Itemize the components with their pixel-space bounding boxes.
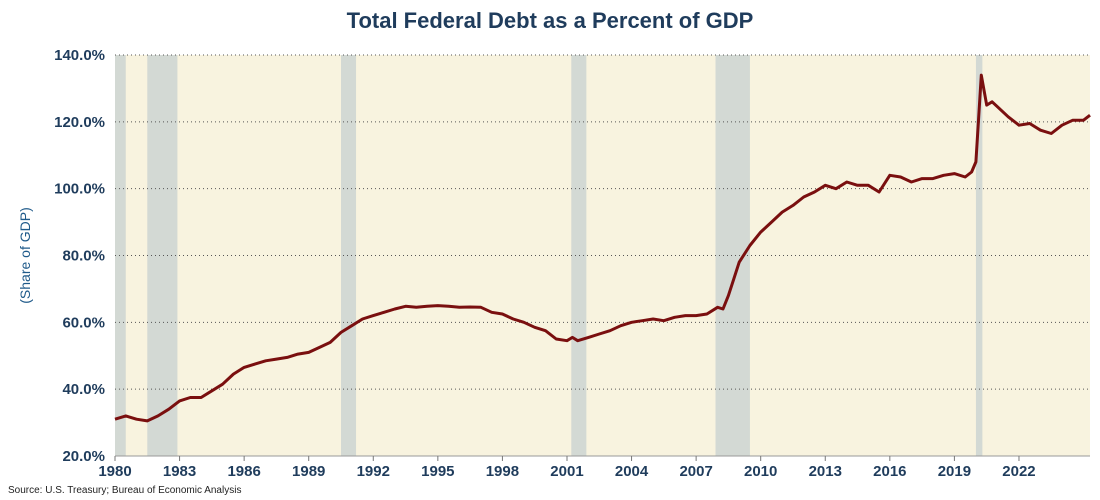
x-tick-label: 1989 — [292, 463, 325, 480]
source-note: Source: U.S. Treasury; Bureau of Economi… — [8, 485, 242, 496]
y-tick-label: 140.0% — [54, 47, 105, 64]
axes: 20.0% 40.0% 60.0% 80.0% 100.0% 120.0% 140.0% 19… — [54, 47, 1090, 480]
x-tick-label: 2022 — [1002, 463, 1035, 480]
x-tick-label: 1992 — [357, 463, 390, 480]
x-tick-label: 2001 — [550, 463, 583, 480]
chart-title: Total Federal Debt as a Percent of GDP — [346, 8, 754, 33]
recession-band-0 — [115, 55, 126, 456]
recession-band-3 — [571, 55, 587, 456]
x-tick-label: 2013 — [809, 463, 842, 480]
series-layer — [114, 73, 1091, 423]
x-tick-label: 1980 — [98, 463, 131, 480]
x-tick-label: 2004 — [615, 463, 649, 480]
x-tick-label: 2019 — [938, 463, 971, 480]
y-tick-label: 100.0% — [54, 181, 105, 198]
x-tick-label: 1983 — [163, 463, 196, 480]
y-tick-label: 80.0% — [62, 248, 105, 265]
x-tick-label: 1995 — [421, 463, 454, 480]
x-tick-label: 1998 — [486, 463, 519, 480]
y-tick-label: 120.0% — [54, 114, 105, 131]
x-tick-label: 2010 — [744, 463, 777, 480]
x-tick-label: 2016 — [873, 463, 906, 480]
y-axis-label: (Share of GDP) — [17, 207, 33, 303]
x-tick-label: 2007 — [679, 463, 712, 480]
x-tick-label: 1986 — [227, 463, 260, 480]
gridlines — [115, 54, 1090, 390]
recession-band-1 — [147, 55, 178, 456]
y-tick-label: 20.0% — [62, 448, 105, 465]
recession-band-2 — [340, 55, 357, 456]
y-tick-label: 60.0% — [62, 314, 105, 331]
y-tick-label: 40.0% — [62, 381, 105, 398]
series-line-0 — [114, 73, 1091, 423]
